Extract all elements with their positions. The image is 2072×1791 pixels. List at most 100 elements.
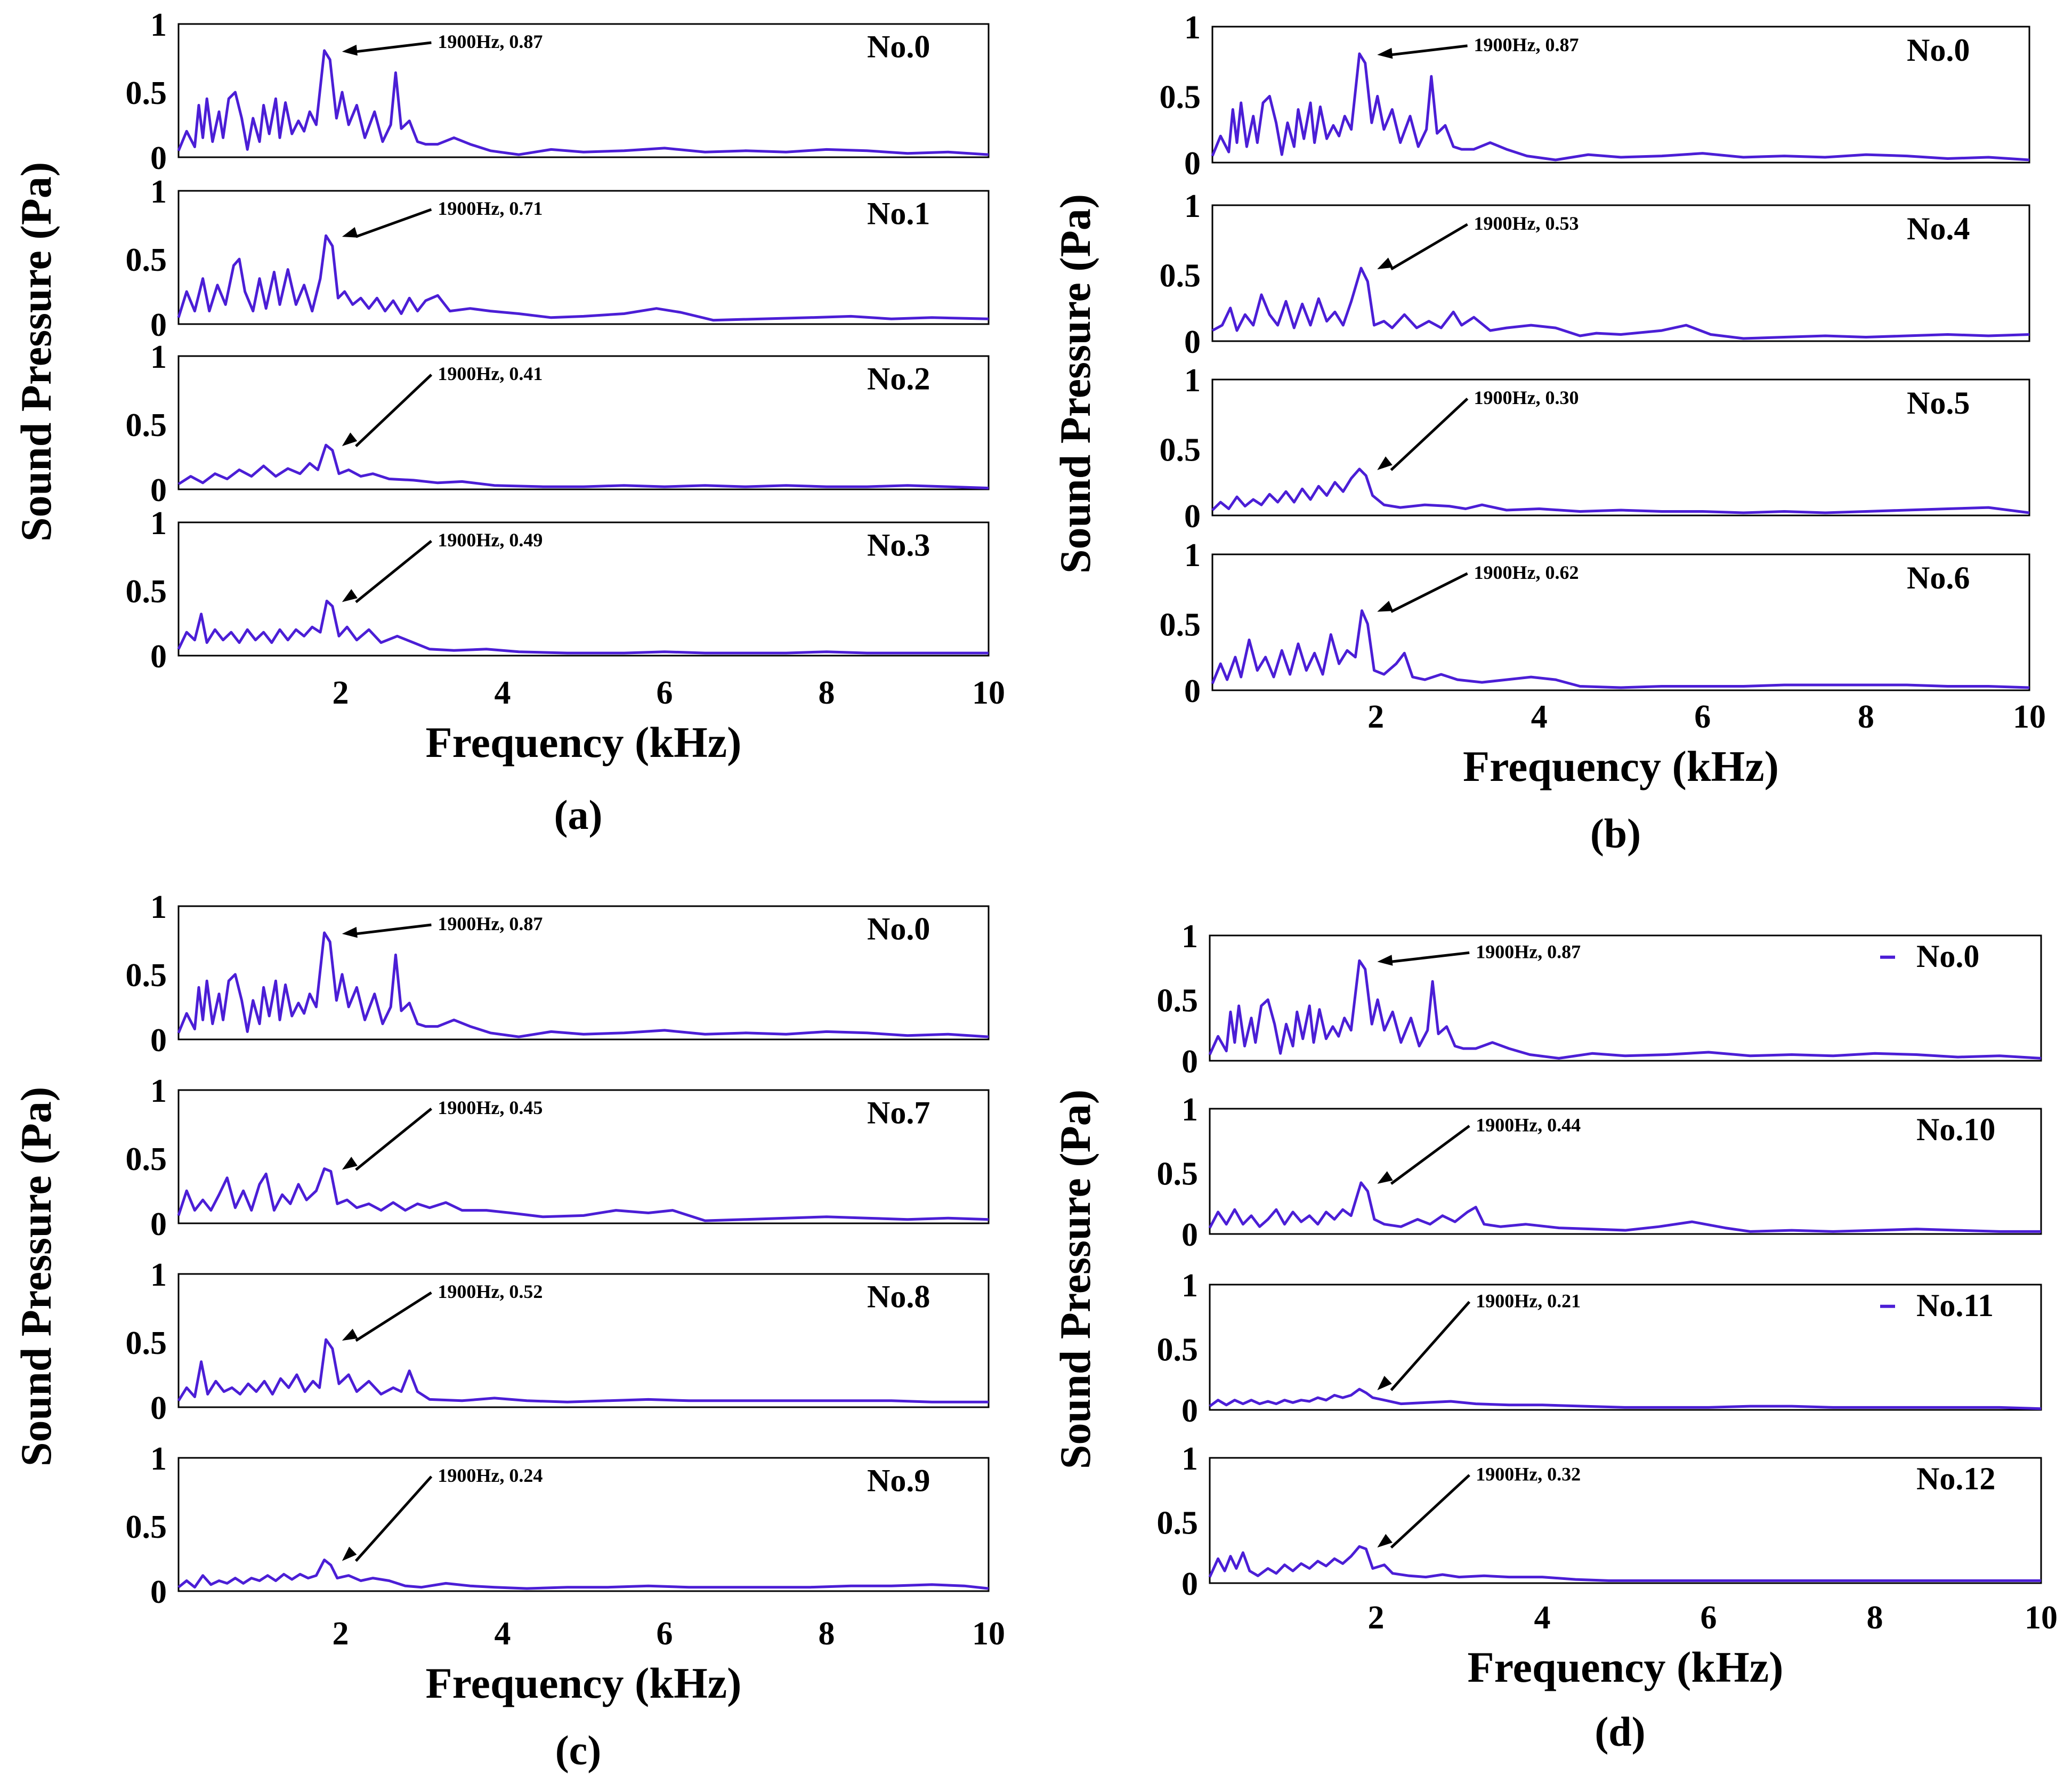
plot-frame bbox=[177, 23, 990, 158]
subplot-c-no0: 0 0.5 1 1900Hz, 0.87 No.0 bbox=[126, 889, 990, 1059]
arrow-head bbox=[342, 926, 358, 938]
y-tick-label: 1 bbox=[150, 1073, 167, 1109]
peak-annotation: 1900Hz, 0.62 bbox=[1474, 562, 1579, 583]
panel-a: 0 0.5 1 1900Hz, 0.87 No.0 0 0.5 1 1900Hz, 0.71 No… bbox=[12, 7, 1005, 838]
peak-annotation: 1900Hz, 0.21 bbox=[1476, 1290, 1581, 1311]
spectrum-line bbox=[177, 1338, 989, 1403]
y-tick-label: 0.5 bbox=[126, 574, 167, 610]
subplot-name: No.4 bbox=[1907, 211, 1970, 246]
spectrum-line bbox=[1211, 467, 2030, 514]
x-tick-label: 4 bbox=[1531, 699, 1548, 735]
plot-frame bbox=[1209, 1284, 2042, 1411]
x-tick-label: 2 bbox=[1368, 1600, 1385, 1636]
x-tick-label: 10 bbox=[972, 675, 1005, 711]
plot-frame bbox=[1211, 378, 2030, 517]
y-tick-label: 0 bbox=[150, 639, 167, 675]
subplot-d-no0: 0 0.5 1 1900Hz, 0.87 No.0 bbox=[1157, 918, 2042, 1080]
annotation-arrow bbox=[1390, 398, 1469, 471]
panel-c: 0 0.5 1 1900Hz, 0.87 No.0 0 0.5 1 1900Hz, 0.45 No… bbox=[12, 889, 1005, 1773]
y-tick-label: 0.5 bbox=[1160, 79, 1201, 116]
x-tick-label: 6 bbox=[1694, 699, 1711, 735]
peak-annotation: 1900Hz, 0.44 bbox=[1476, 1114, 1581, 1135]
subplot-name: No.3 bbox=[867, 528, 930, 563]
spectrum-line bbox=[177, 443, 989, 490]
annotation-arrow bbox=[1390, 572, 1468, 613]
subplot-d-no10: 0 0.5 1 1900Hz, 0.44 No.10 bbox=[1157, 1092, 2042, 1253]
plot-frame bbox=[1211, 204, 2030, 342]
y-tick-label: 0 bbox=[1184, 146, 1201, 182]
spectrum-line bbox=[1211, 609, 2030, 689]
y-tick-label: 0.5 bbox=[126, 75, 167, 111]
annotation-arrow bbox=[1390, 223, 1468, 271]
peak-annotation: 1900Hz, 0.53 bbox=[1474, 213, 1579, 234]
y-tick-label: 1 bbox=[1181, 1268, 1198, 1304]
y-tick-label: 1 bbox=[150, 889, 167, 925]
peak-annotation: 1900Hz, 0.52 bbox=[438, 1281, 543, 1302]
y-tick-label: 0.5 bbox=[126, 1141, 167, 1177]
y-tick-label: 0 bbox=[150, 140, 167, 176]
x-tick-label: 8 bbox=[819, 1616, 835, 1652]
arrow-head bbox=[1377, 955, 1393, 966]
subplot-c-no9: 0 0.5 1 1900Hz, 0.24 No.9 bbox=[126, 1441, 990, 1610]
panel-label: (c) bbox=[555, 1727, 602, 1773]
y-tick-label: 1 bbox=[1184, 362, 1201, 399]
spectrum-line bbox=[177, 600, 989, 655]
subplot-name: No.0 bbox=[867, 911, 930, 947]
y-axis-title: Sound Pressure (Pa) bbox=[1051, 194, 1099, 574]
arrow-head bbox=[1377, 257, 1394, 270]
arrow-head bbox=[1377, 456, 1393, 470]
arrow-head bbox=[342, 1157, 358, 1170]
y-tick-label: 0.5 bbox=[1157, 1156, 1199, 1192]
x-tick-label: 2 bbox=[333, 675, 349, 711]
spectrum-line bbox=[177, 49, 989, 156]
plot-frame bbox=[1211, 553, 2030, 691]
y-tick-label: 0.5 bbox=[1157, 1505, 1199, 1542]
y-tick-label: 1 bbox=[150, 1257, 167, 1293]
spectrum-line bbox=[177, 1167, 989, 1222]
x-tick-label: 10 bbox=[2013, 699, 2046, 735]
y-tick-label: 1 bbox=[150, 505, 167, 542]
plot-frame bbox=[177, 521, 990, 657]
arrow-head bbox=[342, 589, 358, 602]
subplot-name: No.7 bbox=[867, 1095, 930, 1131]
y-tick-label: 0 bbox=[150, 1206, 167, 1243]
x-tick-label: 2 bbox=[333, 1616, 349, 1652]
arrow-head bbox=[1377, 1171, 1393, 1184]
spectrum-line bbox=[1211, 267, 2030, 340]
subplot-name: No.11 bbox=[1916, 1288, 1994, 1323]
y-tick-label: 0 bbox=[1181, 1566, 1198, 1602]
subplot-name: No.10 bbox=[1916, 1112, 1995, 1147]
y-tick-label: 1 bbox=[1184, 10, 1201, 46]
annotation-arrow bbox=[355, 1108, 432, 1171]
spectrum-line bbox=[1208, 1181, 2041, 1233]
y-tick-label: 0.5 bbox=[1160, 607, 1201, 643]
peak-annotation: 1900Hz, 0.71 bbox=[438, 198, 543, 219]
subplot-d-no12: 0 0.5 1 1900Hz, 0.32 No.12 bbox=[1157, 1441, 2042, 1602]
x-tick-label: 4 bbox=[495, 675, 511, 711]
peak-annotation: 1900Hz, 0.41 bbox=[438, 363, 543, 384]
panel-label: (d) bbox=[1595, 1708, 1645, 1755]
y-tick-label: 0 bbox=[150, 1574, 167, 1610]
peak-annotation: 1900Hz, 0.87 bbox=[438, 31, 543, 52]
subplot-b-no0: 0 0.5 1 1900Hz, 0.87 No.0 bbox=[1160, 10, 2030, 182]
arrow-head bbox=[1377, 1376, 1392, 1391]
peak-annotation: 1900Hz, 0.24 bbox=[438, 1465, 543, 1486]
y-axis-title: Sound Pressure (Pa) bbox=[12, 1087, 60, 1466]
subplot-name: No.0 bbox=[1916, 939, 1979, 974]
y-tick-label: 0.5 bbox=[126, 957, 167, 994]
panel-label: (b) bbox=[1590, 810, 1641, 857]
x-tick-label: 8 bbox=[819, 675, 835, 711]
y-tick-label: 1 bbox=[150, 1441, 167, 1477]
y-tick-label: 1 bbox=[150, 7, 167, 43]
y-tick-label: 1 bbox=[1184, 188, 1201, 224]
peak-annotation: 1900Hz, 0.45 bbox=[438, 1097, 543, 1118]
peak-annotation: 1900Hz, 0.32 bbox=[1476, 1463, 1581, 1485]
peak-annotation: 1900Hz, 0.87 bbox=[1474, 34, 1579, 55]
annotation-arrow bbox=[355, 1291, 432, 1342]
plot-frame bbox=[177, 905, 990, 1040]
panel-b: 0 0.5 1 1900Hz, 0.87 No.0 0 0.5 1 1900Hz, 0.53 No… bbox=[1051, 10, 2046, 857]
annotation-arrow bbox=[355, 540, 432, 603]
subplot-name: No.0 bbox=[1907, 33, 1970, 68]
y-axis-title: Sound Pressure (Pa) bbox=[12, 162, 60, 542]
